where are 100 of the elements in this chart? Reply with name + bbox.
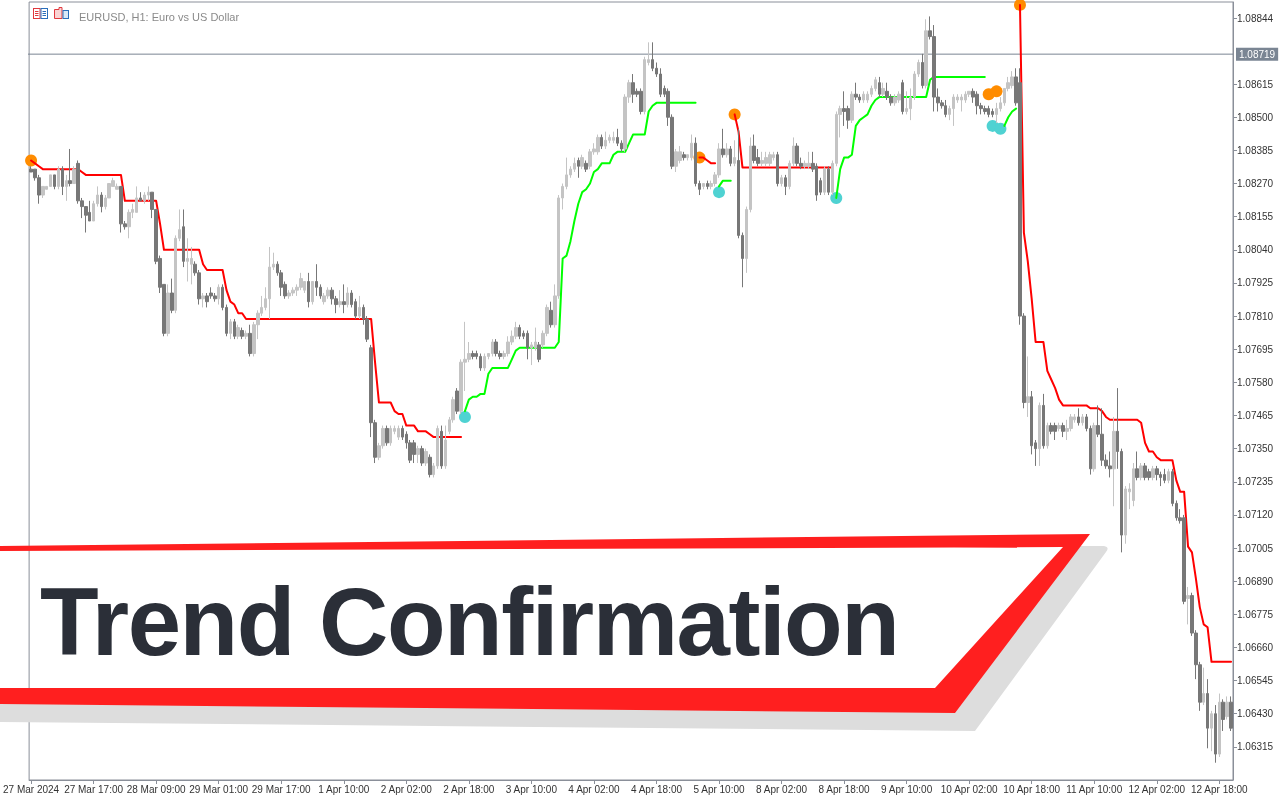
candlestick xyxy=(494,338,498,357)
x-tick-label: 10 Apr 18:00 xyxy=(1003,783,1061,795)
candlestick xyxy=(455,387,459,415)
candlestick xyxy=(721,128,725,159)
y-tick-label: 1.06890 xyxy=(1237,575,1274,587)
candlestick xyxy=(385,425,389,447)
candlestick xyxy=(1229,695,1233,732)
x-tick-label: 12 Apr 18:00 xyxy=(1190,783,1249,795)
candlestick xyxy=(1186,586,1190,625)
candlestick xyxy=(752,134,756,164)
candlestick xyxy=(1081,413,1084,427)
y-tick-label: 1.08040 xyxy=(1237,244,1274,256)
candlestick xyxy=(1143,462,1147,481)
candlestick xyxy=(975,90,979,115)
candlestick xyxy=(1151,465,1155,481)
x-tick-label: 28 Mar 09:00 xyxy=(126,783,187,795)
candlestick xyxy=(987,105,990,118)
x-tick-label: 4 Apr 18:00 xyxy=(630,783,683,795)
candlestick xyxy=(639,87,643,115)
candlestick xyxy=(346,286,349,308)
candlestick xyxy=(580,154,584,170)
candlestick xyxy=(397,425,400,441)
candlestick xyxy=(229,318,232,340)
candlestick xyxy=(236,324,240,340)
candlestick xyxy=(827,165,830,196)
annotation: Trend Confirmation xyxy=(40,568,899,675)
candlestick xyxy=(424,448,428,467)
candlestick xyxy=(68,148,72,187)
candlestick xyxy=(100,191,103,213)
x-tick-label: 2 Apr 02:00 xyxy=(380,783,433,795)
candlestick xyxy=(897,90,901,104)
candlestick xyxy=(1026,355,1030,418)
candlestick xyxy=(491,338,494,357)
y-tick-label: 1.06660 xyxy=(1237,641,1274,653)
x-tick-label: 27 Mar 2024 xyxy=(2,783,60,795)
candlestick xyxy=(854,82,858,101)
candlestick xyxy=(61,165,64,196)
candlestick xyxy=(1010,70,1014,89)
x-tick-label: 2 Apr 18:00 xyxy=(443,783,495,795)
candlestick xyxy=(119,185,123,234)
x-tick-label: 29 Mar 17:00 xyxy=(251,783,312,795)
candlestick xyxy=(862,90,865,104)
candlestick xyxy=(881,82,885,98)
candlestick xyxy=(1218,693,1221,758)
y-tick-label: 1.08615 xyxy=(1237,78,1274,90)
candlestick xyxy=(139,191,142,202)
candlestick xyxy=(1124,485,1127,545)
candlestick xyxy=(866,90,869,104)
candlestick xyxy=(878,76,881,98)
candlestick xyxy=(420,445,424,467)
x-tick-label: 29 Mar 01:00 xyxy=(189,783,249,795)
candlestick xyxy=(49,174,52,187)
candlestick xyxy=(600,134,603,150)
candlestick xyxy=(596,134,600,156)
y-tick-label: 1.07925 xyxy=(1237,277,1274,289)
candlestick xyxy=(690,134,693,161)
candlestick xyxy=(584,159,588,173)
candlestick xyxy=(1092,422,1096,473)
y-tick-label: 1.08155 xyxy=(1237,211,1274,223)
candlestick xyxy=(268,246,271,320)
x-tick-label: 3 Apr 10:00 xyxy=(505,783,558,795)
candlestick xyxy=(416,445,420,464)
candlestick xyxy=(428,453,432,478)
candlestick xyxy=(1135,451,1139,481)
candlestick xyxy=(1221,698,1225,732)
candlestick xyxy=(1163,468,1166,484)
candlestick xyxy=(287,289,291,300)
candlestick xyxy=(1167,468,1170,484)
candlestick xyxy=(1112,416,1116,507)
candlestick xyxy=(127,208,131,239)
candlestick xyxy=(1108,451,1112,478)
candlestick xyxy=(1046,422,1049,450)
candlestick xyxy=(1225,695,1229,720)
candlestick xyxy=(412,439,416,464)
candlestick xyxy=(706,180,709,190)
candlestick xyxy=(342,283,346,314)
candlestick xyxy=(659,67,662,98)
candlestick xyxy=(944,99,947,118)
x-tick-label: 12 Apr 02:00 xyxy=(1128,783,1186,795)
candlestick xyxy=(217,283,220,306)
candlestick xyxy=(166,283,170,337)
candlestick xyxy=(358,295,361,320)
candlestick xyxy=(201,292,205,308)
candlestick xyxy=(893,93,897,107)
y-tick-label: 1.07810 xyxy=(1237,310,1274,322)
candlestick xyxy=(537,341,541,363)
y-tick-label: 1.07465 xyxy=(1237,409,1274,421)
candlestick xyxy=(170,278,174,314)
candlestick xyxy=(960,93,963,112)
y-tick-label: 1.07235 xyxy=(1237,476,1274,488)
y-tick-label: 1.06430 xyxy=(1237,708,1274,720)
candlestick xyxy=(240,327,244,340)
candlestick xyxy=(682,151,686,161)
candlestick xyxy=(72,165,76,185)
candlestick xyxy=(518,324,521,340)
candlestick xyxy=(444,425,447,470)
candlestick xyxy=(307,272,310,308)
y-tick-label: 1.06775 xyxy=(1237,608,1274,620)
candlestick xyxy=(147,185,150,202)
x-tick-label: 11 Apr 10:00 xyxy=(1066,783,1123,795)
